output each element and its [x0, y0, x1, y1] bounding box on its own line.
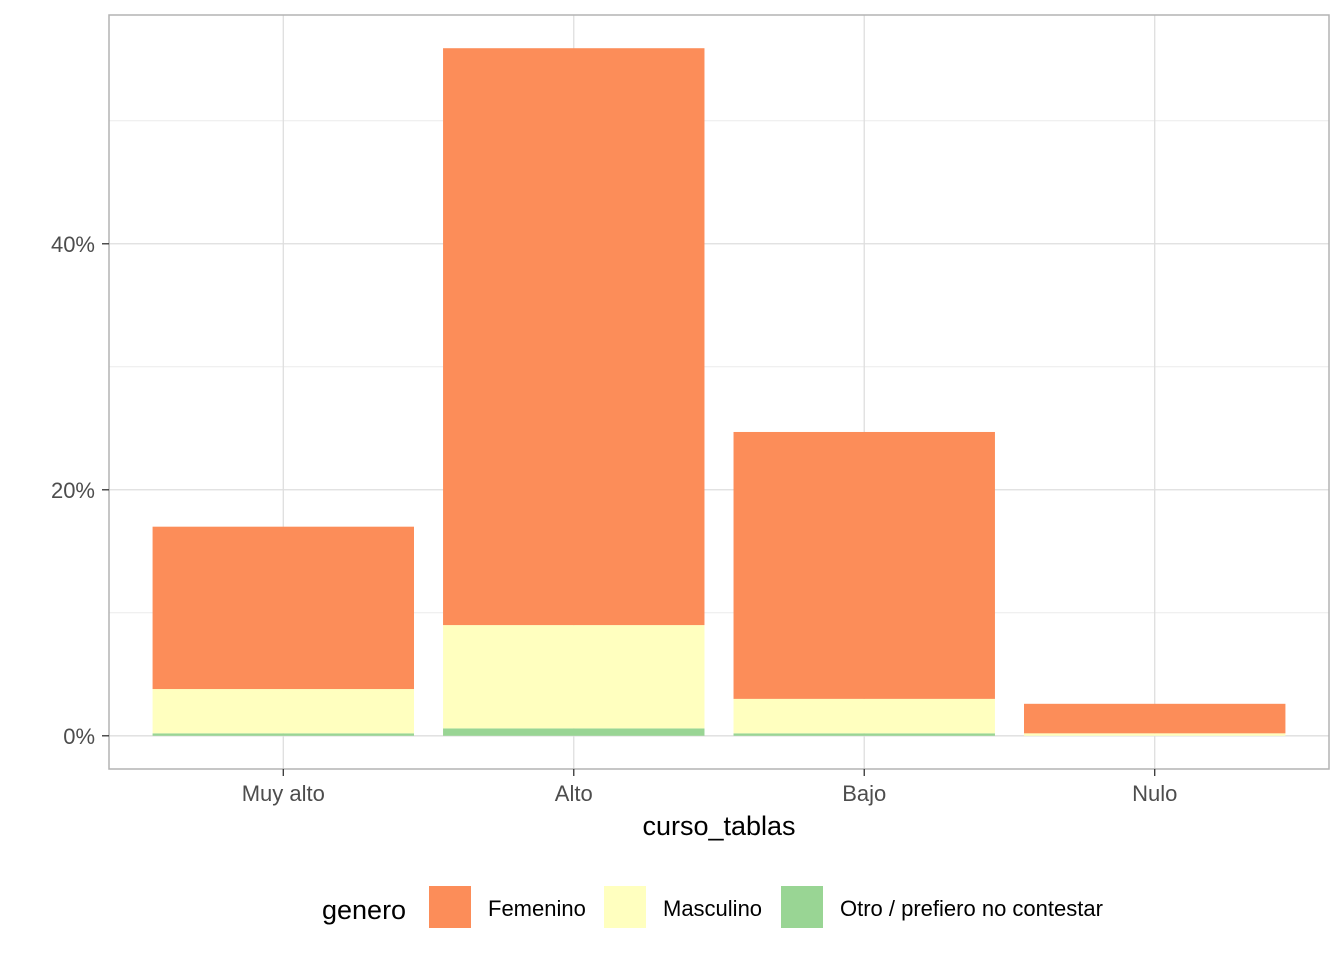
y-axis-ticks: 0% 20% 40%: [51, 232, 109, 749]
x-axis-title: curso_tablas: [642, 811, 795, 841]
legend-label: Masculino: [663, 896, 762, 921]
bar-segment-muy-alto-femenino: [152, 526, 415, 690]
bar-segment-alto-otro-prefiero-no-contestar: [443, 728, 705, 736]
bar-segment-nulo-masculino: [1024, 733, 1286, 736]
legend-label: Otro / prefiero no contestar: [840, 896, 1103, 921]
legend-key-otro-prefiero-no-contestar: [781, 886, 823, 928]
bar-segment-nulo-femenino: [1024, 703, 1286, 734]
bar-segment-bajo-otro-prefiero-no-contestar: [733, 733, 995, 736]
y-tick-label: 40%: [51, 232, 95, 257]
bar-segment-alto-femenino: [443, 48, 705, 626]
legend-title: genero: [322, 895, 406, 925]
x-tick-label: Nulo: [1132, 781, 1177, 806]
y-tick-label: 20%: [51, 478, 95, 503]
x-tick-label: Bajo: [842, 781, 886, 806]
bar-segment-bajo-masculino: [733, 698, 995, 734]
bar-segment-bajo-femenino: [733, 431, 995, 699]
bars: [152, 48, 1286, 736]
bar-segment-muy-alto-otro-prefiero-no-contestar: [152, 733, 415, 736]
x-axis-ticks: Muy alto Alto Bajo Nulo: [242, 769, 1177, 806]
bar-segment-alto-masculino: [443, 625, 705, 729]
legend: genero Femenino Masculino Otro / prefiero …: [322, 886, 1103, 928]
legend-key-masculino: [604, 886, 646, 928]
panel-border: [108, 14, 1330, 770]
legend-key-femenino: [429, 886, 471, 928]
x-tick-label: Alto: [555, 781, 593, 806]
y-tick-label: 0%: [63, 724, 95, 749]
x-tick-label: Muy alto: [242, 781, 325, 806]
legend-label: Femenino: [488, 896, 586, 921]
bar-segment-muy-alto-masculino: [152, 689, 415, 734]
